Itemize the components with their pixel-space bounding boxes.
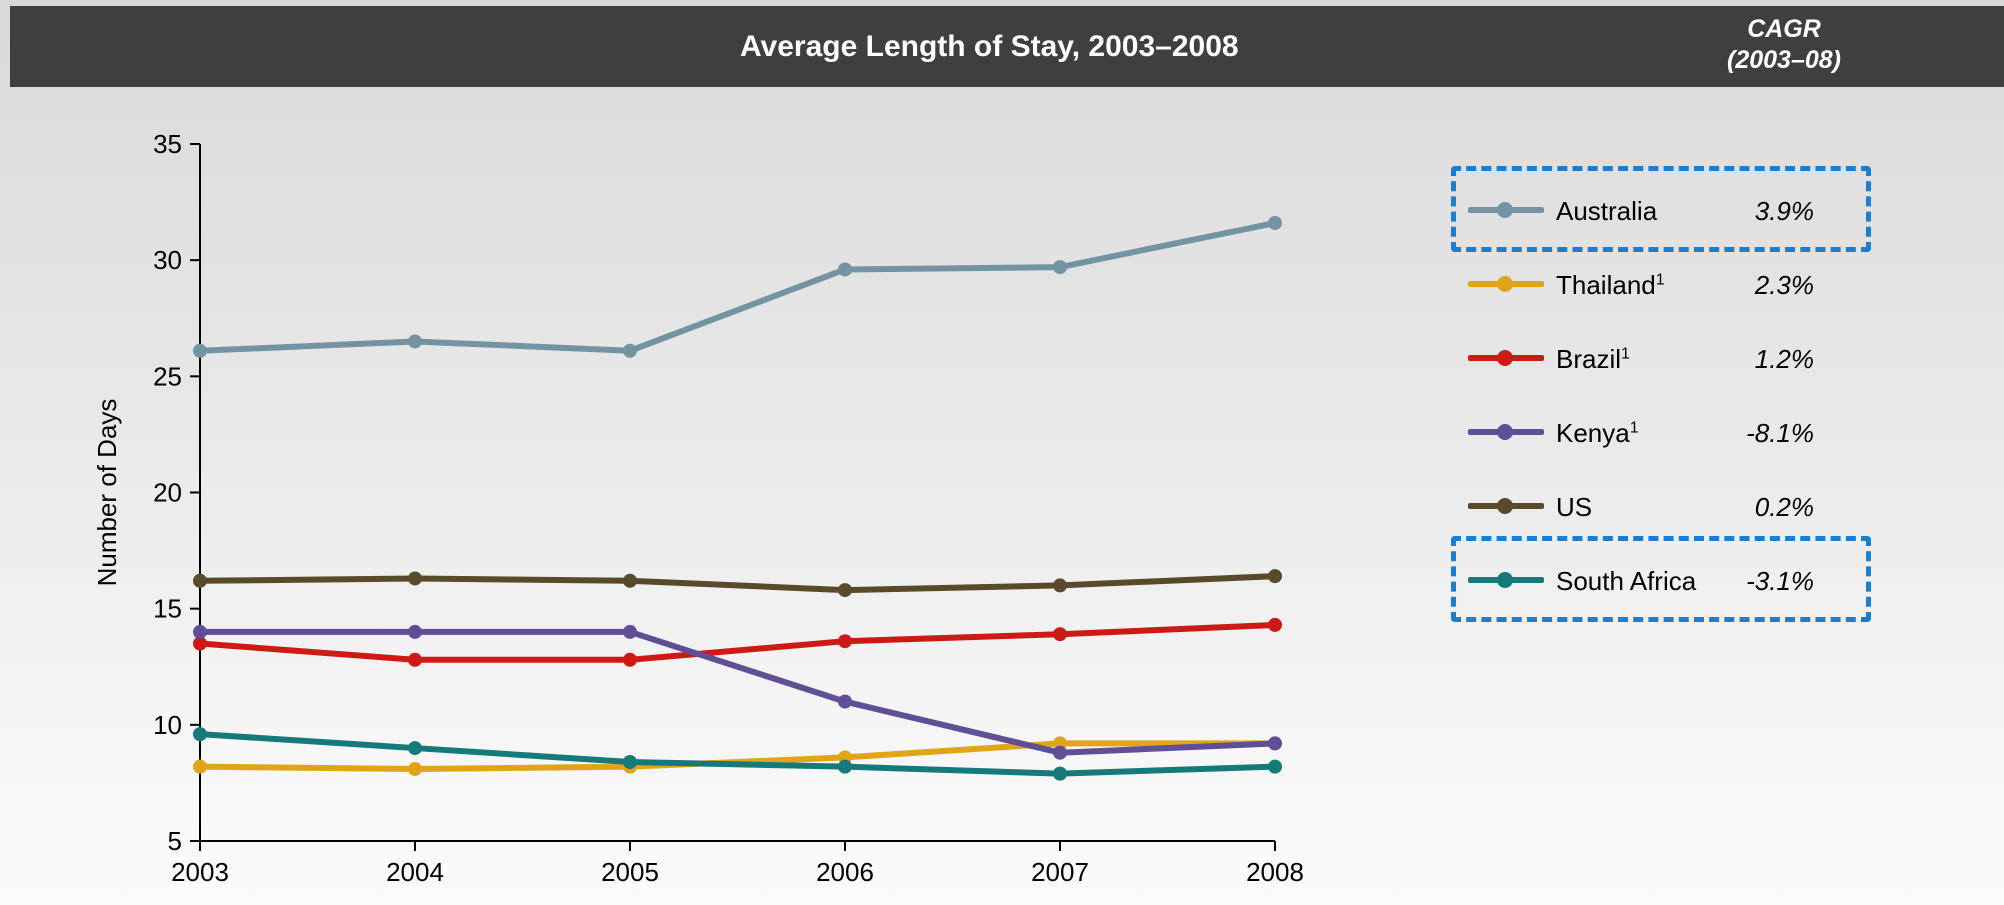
data-point-australia	[623, 343, 637, 358]
legend-label: Australia	[1556, 196, 1657, 227]
legend-series-name: Brazil	[1556, 344, 1622, 374]
x-tick-label: 2007	[1031, 857, 1089, 887]
data-point-us	[1268, 569, 1282, 584]
legend-label: Brazil1	[1556, 344, 1630, 375]
legend-label: South Africa	[1556, 566, 1696, 597]
highlight-box-south-africa	[1451, 536, 1871, 622]
x-tick-label: 2006	[816, 857, 874, 887]
legend-series-name: Australia	[1556, 196, 1658, 226]
data-point-kenya	[1268, 736, 1282, 751]
cagr-header-period: (2003–08)	[1727, 46, 1841, 74]
data-point-australia	[193, 343, 207, 358]
legend-swatch-marker	[1497, 572, 1513, 588]
x-tick-label: 2004	[386, 857, 444, 887]
data-point-australia	[838, 262, 852, 277]
data-point-us	[1053, 578, 1067, 593]
cagr-value: -3.1%	[1746, 566, 1814, 596]
series-line-us	[197, 573, 1278, 594]
cagr-value: 2.3%	[1754, 270, 1814, 300]
data-point-kenya	[408, 624, 422, 639]
y-tick-label: 35	[153, 129, 182, 159]
data-point-thailand	[193, 759, 207, 774]
cagr-column-header: CAGR (2003–08)	[1680, 14, 1888, 76]
legend-item-thailand: Thailand1 2.3%	[1468, 258, 1868, 308]
legend-swatch-marker	[1497, 424, 1513, 440]
data-point-australia	[1053, 260, 1067, 275]
y-tick-label: 10	[153, 710, 182, 740]
legend-swatch-marker	[1497, 276, 1513, 292]
cagr-value: 0.2%	[1754, 492, 1814, 522]
footnote-marker: 1	[1655, 271, 1665, 289]
legend-item-australia: Australia 3.9%	[1468, 184, 1868, 234]
data-point-thailand	[408, 761, 422, 776]
data-point-kenya	[1053, 745, 1067, 760]
y-tick-label: 5	[168, 826, 182, 856]
data-point-south-africa	[1053, 766, 1067, 781]
x-tick-label: 2003	[171, 857, 229, 887]
data-point-us	[408, 571, 422, 586]
cagr-value: 1.2%	[1754, 344, 1814, 374]
data-point-brazil	[408, 652, 422, 667]
data-point-australia	[408, 334, 422, 349]
data-point-kenya	[623, 624, 637, 639]
data-point-us	[838, 583, 852, 598]
data-point-brazil	[1268, 617, 1282, 632]
data-point-brazil	[623, 652, 637, 667]
legend-series-name: Thailand	[1556, 270, 1656, 300]
data-point-us	[193, 573, 207, 588]
series-line-kenya	[197, 628, 1278, 756]
data-point-south-africa	[408, 741, 422, 756]
data-point-australia	[1268, 215, 1282, 230]
y-tick-label: 25	[153, 361, 182, 391]
chart-title: Average Length of Stay, 2003–2008	[740, 30, 1239, 63]
y-axis-label: Number of Days	[92, 399, 122, 587]
legend-series-name: Kenya	[1556, 418, 1630, 448]
cagr-header-label: CAGR	[1747, 15, 1821, 43]
legend-item-kenya: Kenya1 -8.1%	[1468, 406, 1868, 456]
x-tick-label: 2008	[1246, 857, 1304, 887]
footnote-marker: 1	[1629, 419, 1639, 437]
data-point-brazil	[1053, 627, 1067, 642]
y-tick-label: 20	[153, 478, 182, 508]
series-line-australia	[197, 219, 1278, 354]
data-point-kenya	[838, 694, 852, 709]
legend-label: Kenya1	[1556, 418, 1639, 449]
data-point-brazil	[838, 634, 852, 649]
legend-swatch-marker	[1497, 202, 1513, 218]
legend-item-us: US 0.2%	[1468, 480, 1868, 530]
data-point-south-africa	[838, 759, 852, 774]
data-point-kenya	[193, 624, 207, 639]
cagr-value: 3.9%	[1754, 196, 1814, 226]
legend-item-brazil: Brazil1 1.2%	[1468, 332, 1868, 382]
cagr-value: -8.1%	[1746, 418, 1814, 448]
x-tick-label: 2005	[601, 857, 659, 887]
series-line-south-africa	[197, 731, 1278, 777]
series-line-brazil	[197, 621, 1278, 663]
data-point-south-africa	[1268, 759, 1282, 774]
y-tick-label: 15	[153, 594, 182, 624]
data-point-brazil	[193, 636, 207, 651]
legend-swatch-marker	[1497, 498, 1513, 514]
legend-series-name: South Africa	[1556, 566, 1697, 596]
legend-label: US	[1556, 492, 1592, 523]
chart-header	[10, 6, 2004, 87]
y-tick-label: 30	[153, 245, 182, 275]
highlight-box-australia	[1451, 166, 1871, 252]
footnote-marker: 1	[1621, 345, 1630, 363]
data-point-us	[623, 573, 637, 588]
legend-swatch-marker	[1497, 350, 1513, 366]
legend-series-name: US	[1556, 492, 1593, 522]
legend-label: Thailand1	[1556, 270, 1665, 301]
data-point-south-africa	[623, 755, 637, 770]
legend-item-south-africa: South Africa -3.1%	[1468, 554, 1868, 604]
data-point-south-africa	[193, 727, 207, 742]
